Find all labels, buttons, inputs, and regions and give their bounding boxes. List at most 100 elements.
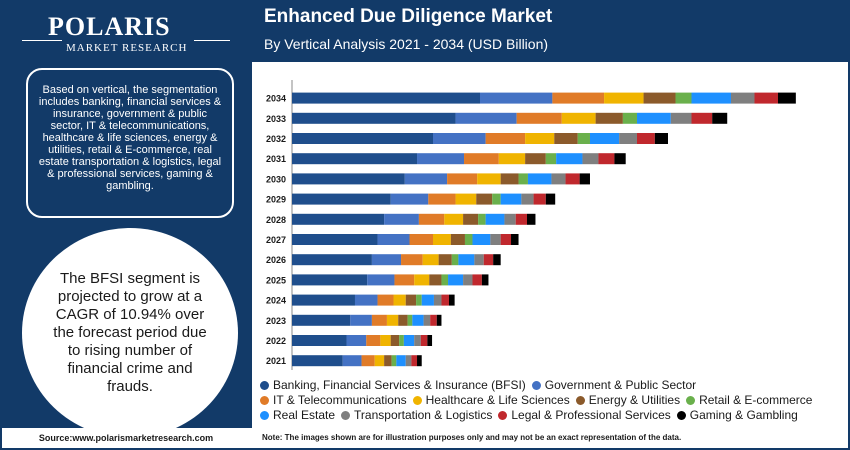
y-tick-label-2021: 2021 <box>266 356 286 366</box>
bar-segment-2030-s5 <box>518 173 528 185</box>
bar-segment-2028-s1 <box>384 213 419 225</box>
bar-segment-2030-s6 <box>527 173 552 185</box>
bar-segment-2028-s7 <box>504 213 516 225</box>
bar-segment-2031-s5 <box>545 153 557 165</box>
legend-item-5: Retail & E-commerce <box>686 393 812 408</box>
bar-segment-2029-s3 <box>455 193 477 205</box>
bar-segment-2033-s6 <box>636 112 671 124</box>
bar-segment-2024-s0 <box>292 294 355 306</box>
chart-subtitle: By Vertical Analysis 2021 - 2034 (USD Bi… <box>264 36 549 52</box>
bar-segment-2023-s4 <box>398 314 408 326</box>
bar-segment-2032-s7 <box>619 133 637 144</box>
bfsi-highlight-text: The BFSI segment is projected to grow at… <box>53 270 207 395</box>
bar-segment-2032-s3 <box>525 133 555 144</box>
bar-segment-2026-s5 <box>451 254 459 266</box>
logo-title: POLARIS <box>48 12 171 41</box>
bar-segment-2029-s9 <box>545 193 556 205</box>
bar-segment-2026-s2 <box>401 254 423 266</box>
bar-segment-2032-s5 <box>577 133 590 144</box>
bar-segment-2034-s8 <box>754 92 778 104</box>
legend-dot-icon <box>412 396 422 405</box>
y-tick-label-2023: 2023 <box>266 316 286 326</box>
bar-segment-2029-s8 <box>533 193 546 205</box>
bar-segment-2022-s9 <box>427 335 433 346</box>
bar-segment-2034-s4 <box>643 92 676 104</box>
bar-segment-2027-s7 <box>490 234 501 245</box>
legend-item-0: Banking, Financial Services & Insurance … <box>260 378 526 393</box>
bar-segment-2022-s6 <box>403 335 415 346</box>
bar-segment-2026-s0 <box>292 254 372 266</box>
bar-segment-2024-s1 <box>354 294 378 306</box>
legend-dot-icon <box>498 411 508 420</box>
bar-segment-2021-s2 <box>361 355 375 367</box>
y-tick-label-2033: 2033 <box>266 114 286 124</box>
bar-segment-2027-s5 <box>464 234 473 245</box>
y-tick-label-2022: 2022 <box>266 336 286 346</box>
legend-label: Retail & E-commerce <box>699 393 813 407</box>
bar-segment-2029-s0 <box>292 193 391 205</box>
chart-legend: Banking, Financial Services & Insurance … <box>260 378 845 423</box>
bar-segment-2028-s6 <box>485 213 505 225</box>
bar-segment-2022-s2 <box>366 335 381 346</box>
bar-segment-2023-s1 <box>350 314 372 326</box>
bar-segment-2029-s4 <box>476 193 493 205</box>
bar-segment-2021-s7 <box>405 355 412 367</box>
legend-item-6: Real Estate <box>260 408 335 423</box>
bar-segment-2031-s2 <box>464 153 499 165</box>
bar-segment-2029-s1 <box>390 193 429 205</box>
bar-segment-2025-s1 <box>367 274 395 286</box>
bar-segment-2028-s5 <box>478 213 486 225</box>
bar-segment-2032-s4 <box>554 133 578 144</box>
bar-segment-2033-s2 <box>516 112 562 124</box>
legend-dot-icon <box>575 396 585 405</box>
bar-segment-2034-s5 <box>675 92 692 104</box>
bar-segment-2023-s5 <box>407 314 413 326</box>
bar-segment-2024-s7 <box>433 294 442 306</box>
logo-line-left <box>22 40 62 41</box>
bar-segment-2027-s0 <box>292 234 378 245</box>
legend-label: IT & Telecommunications <box>273 393 407 407</box>
bar-segment-2034-s7 <box>730 92 755 104</box>
bar-segment-2034-s2 <box>552 92 605 104</box>
bar-segment-2022-s5 <box>399 335 404 346</box>
bar-segment-2025-s6 <box>448 274 464 286</box>
bar-segment-2021-s6 <box>396 355 406 367</box>
bar-segment-2034-s6 <box>691 92 731 104</box>
bar-segment-2031-s3 <box>498 153 526 165</box>
bar-segment-2026-s7 <box>474 254 484 266</box>
bar-segment-2033-s4 <box>595 112 623 124</box>
legend-dot-icon <box>260 396 269 405</box>
bar-segment-2033-s1 <box>455 112 517 124</box>
left-panel: POLARIS MARKET RESEARCH Based on vertica… <box>0 0 252 438</box>
bar-segment-2033-s0 <box>292 112 456 124</box>
bar-segment-2025-s9 <box>481 274 489 286</box>
y-tick-label-2028: 2028 <box>266 215 286 225</box>
disclaimer-note: Note: The images shown are for illustrat… <box>262 433 682 442</box>
bar-segment-2025-s8 <box>472 274 482 286</box>
bar-segment-2029-s6 <box>500 193 522 205</box>
bar-segment-2032-s1 <box>433 133 486 144</box>
bar-segment-2024-s6 <box>421 294 434 306</box>
bar-segment-2027-s2 <box>409 234 433 245</box>
bar-segment-2033-s7 <box>670 112 692 124</box>
bar-segment-2030-s9 <box>579 173 590 185</box>
bar-segment-2032-s8 <box>636 133 655 144</box>
bar-segment-2021-s9 <box>417 355 422 367</box>
bar-segment-2028-s0 <box>292 213 385 225</box>
bar-segment-2022-s4 <box>390 335 400 346</box>
legend-label: Gaming & Gambling <box>689 408 798 422</box>
bar-segment-2024-s4 <box>405 294 417 306</box>
legend-label: Government & Public Sector <box>544 378 697 392</box>
y-tick-label-2032: 2032 <box>266 134 286 144</box>
legend-label: Energy & Utilities <box>588 393 681 407</box>
bar-segment-2031-s9 <box>614 153 626 165</box>
bar-segment-2023-s3 <box>386 314 399 326</box>
polaris-logo: POLARIS MARKET RESEARCH <box>22 8 232 56</box>
logo-line-right <box>194 40 230 41</box>
legend-dot-icon <box>676 411 686 420</box>
legend-dot-icon <box>531 381 541 390</box>
bar-segment-2032-s6 <box>589 133 620 144</box>
bar-segment-2023-s0 <box>292 314 351 326</box>
y-tick-label-2031: 2031 <box>266 154 286 164</box>
legend-label: Legal & Professional Services <box>511 408 671 422</box>
